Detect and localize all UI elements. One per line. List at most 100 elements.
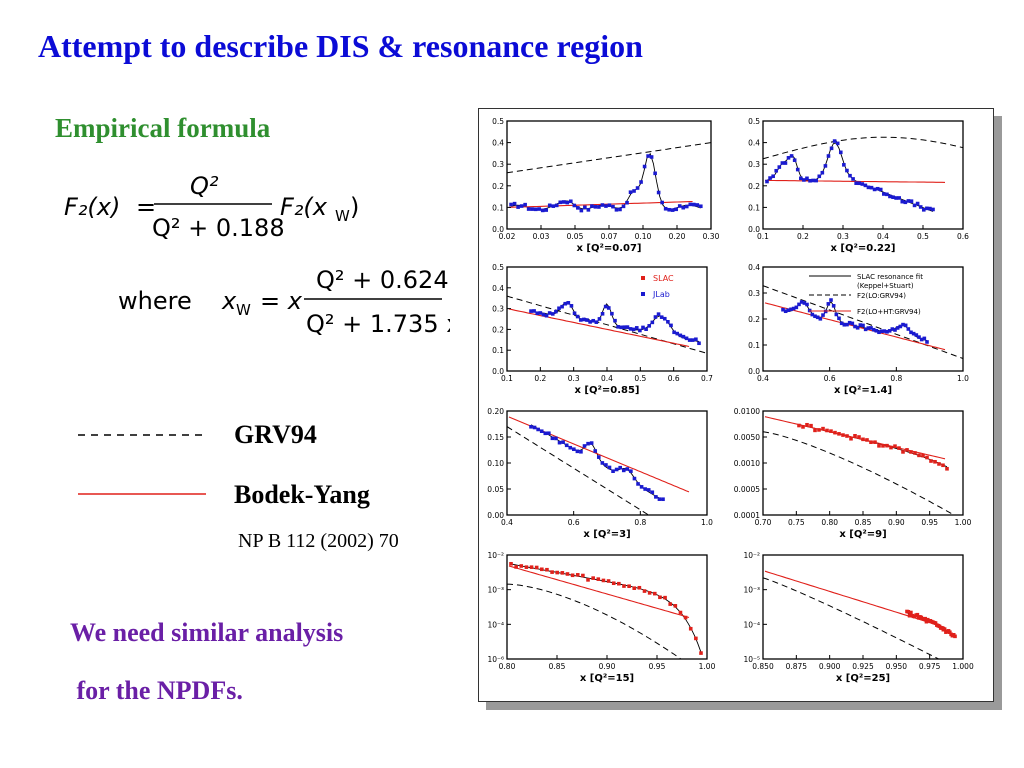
x-tick-label: 0.3 — [837, 232, 849, 241]
data-point — [594, 320, 599, 324]
data-point — [825, 428, 829, 433]
data-point — [604, 204, 608, 208]
data-point — [647, 591, 652, 595]
data-point — [912, 203, 917, 208]
data-point — [547, 311, 552, 315]
data-point — [572, 311, 577, 316]
data-point — [618, 207, 622, 212]
data-point — [909, 199, 914, 203]
x-tick-label: 0.4 — [601, 374, 613, 383]
x-tick-label: 0.6 — [824, 374, 836, 383]
data-point — [667, 207, 671, 212]
data-point — [802, 178, 806, 182]
x-tick-label: 0.75 — [788, 518, 805, 527]
data-point — [554, 309, 558, 314]
data-point — [516, 205, 520, 209]
data-point — [538, 311, 543, 315]
data-point — [631, 327, 636, 332]
data-point — [771, 174, 775, 179]
y-tick-label: 0.1 — [748, 341, 760, 350]
note-line-2: for the NPDFs. — [70, 676, 243, 705]
data-point — [913, 451, 917, 455]
data-point — [617, 581, 621, 586]
legend-label-grv94: GRV94 — [234, 420, 317, 449]
formula1-rhs-close: ) — [350, 193, 359, 221]
data-point — [663, 595, 667, 600]
y-tick-label: 0.5 — [492, 117, 504, 126]
x-tick-label: 1.00 — [955, 518, 972, 527]
data-point — [554, 203, 559, 208]
y-tick-label: 0.5 — [748, 117, 760, 126]
data-point — [909, 450, 913, 454]
data-point — [881, 444, 885, 448]
y-tick-label: 0.10 — [487, 459, 504, 468]
data-point — [848, 173, 852, 178]
data-point — [650, 490, 655, 495]
data-point — [557, 440, 562, 445]
y-tick-label: 0.15 — [487, 433, 504, 442]
data-point — [898, 324, 903, 329]
data-point — [823, 164, 828, 168]
data-point — [661, 497, 665, 502]
data-point — [857, 435, 861, 439]
data-point — [622, 325, 627, 329]
data-point — [861, 437, 865, 442]
x-tick-label: 0.900 — [819, 662, 841, 671]
data-point — [863, 327, 868, 332]
data-point — [649, 155, 654, 159]
y-tick-label: 0.0 — [748, 367, 760, 376]
data-point — [691, 202, 696, 207]
data-point — [900, 199, 905, 204]
data-point — [632, 189, 636, 193]
data-point — [519, 204, 524, 208]
data-point — [614, 467, 619, 472]
legend-marker — [641, 292, 645, 296]
data-point — [869, 440, 873, 445]
plot-frame — [762, 554, 964, 660]
data-point — [791, 306, 796, 311]
x-tick-label: 0.3 — [568, 374, 580, 383]
data-point — [869, 326, 873, 330]
data-point — [915, 612, 920, 617]
y-tick-label: 10⁻² — [487, 551, 504, 560]
inner-legend-data-sources: SLAC JLab — [641, 274, 674, 299]
y-tick-label: 10⁻⁴ — [487, 620, 504, 629]
data-point — [792, 158, 797, 162]
data-point — [650, 320, 655, 325]
data-point — [885, 330, 889, 334]
data-point — [872, 187, 877, 192]
data-point — [786, 308, 791, 313]
x-tick-label: 0.875 — [786, 662, 808, 671]
data-point — [575, 449, 580, 454]
formula1-eq: = — [136, 193, 156, 221]
y-tick-label: 0.2 — [748, 315, 760, 324]
data-point — [581, 573, 585, 578]
data-point — [903, 323, 908, 328]
data-point — [865, 438, 869, 442]
data-point — [915, 201, 920, 206]
plot-panel-4: 0.4 0.6 0.8 1.0 0.0 0.1 0.2 0.3 0.4 x [Q²=1.4] — [748, 263, 969, 396]
data-point — [512, 201, 517, 206]
data-point — [603, 304, 608, 309]
x-axis-label: x [Q²=15] — [580, 673, 634, 684]
plot-panel-6: 0.70 0.75 0.80 0.85 0.90 0.95 1.00 0.0001 0.0005… — [734, 407, 972, 540]
data-point — [911, 331, 916, 336]
data-point — [905, 448, 909, 452]
data-point — [551, 204, 556, 208]
x-tick-label: 0.6 — [568, 518, 580, 527]
x-tick-label: 0.2 — [797, 232, 809, 241]
y-tick-label: 0.3 — [748, 160, 760, 169]
x-tick-label: 0.70 — [755, 518, 772, 527]
data-point — [535, 311, 540, 316]
data-point — [529, 565, 534, 569]
formula1-denominator: Q² + 0.188 — [152, 214, 285, 242]
x-tick-label: 0.925 — [852, 662, 874, 671]
formula1-numerator: Q² — [190, 172, 219, 200]
slide-title: Attempt to describe DIS & resonance regi… — [38, 28, 643, 64]
data-point — [565, 572, 570, 576]
data-point — [669, 323, 673, 328]
inner-legend-label: SLAC resonance fit — [857, 273, 923, 281]
data-point — [681, 205, 686, 210]
x-tick-label: 0.20 — [669, 232, 686, 241]
data-point — [579, 208, 584, 213]
